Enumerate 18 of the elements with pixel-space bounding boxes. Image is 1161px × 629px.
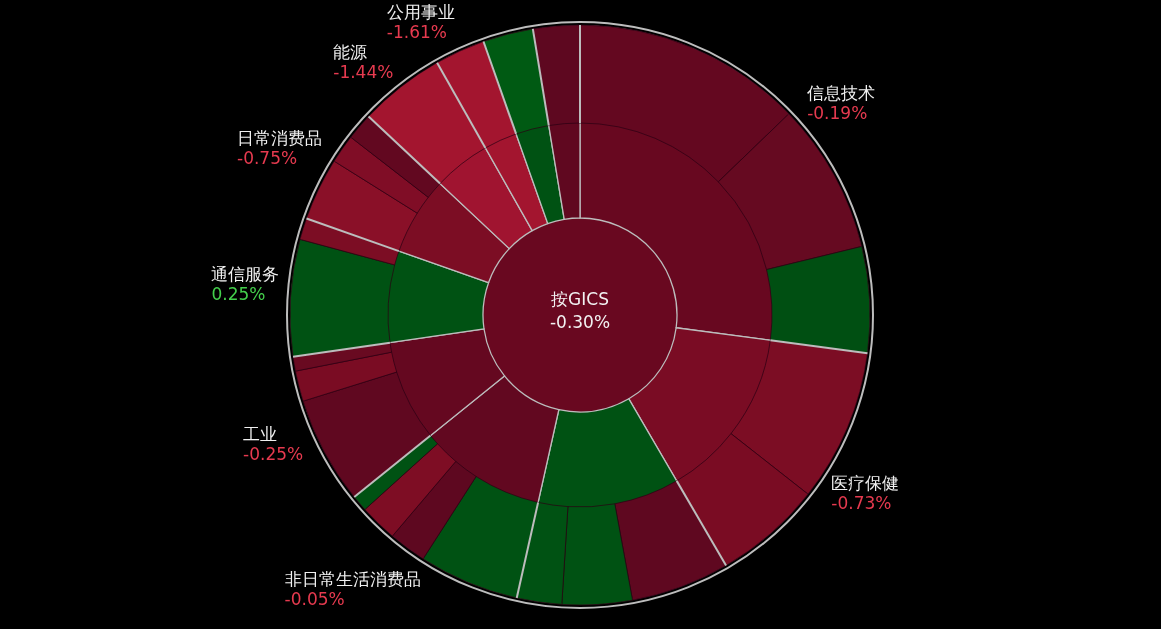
- text: -1.44%: [333, 61, 394, 82]
- text: -1.61%: [386, 21, 447, 42]
- slice-label: 工业: [243, 423, 278, 444]
- text: -0.25%: [243, 443, 304, 464]
- text: -0.73%: [831, 493, 892, 514]
- slice-label: 公用事业: [386, 1, 455, 22]
- text: 按GICS: [551, 289, 609, 309]
- slice-label: 通信服务: [211, 263, 280, 284]
- slice-label: 日常消费品: [237, 127, 322, 148]
- text: -0.05%: [284, 588, 345, 609]
- slice-label: 医疗保健: [831, 473, 900, 494]
- text: -0.19%: [807, 102, 868, 123]
- slice-label: 能源: [333, 41, 368, 62]
- text: 0.25%: [211, 283, 266, 304]
- text: -0.75%: [237, 147, 298, 168]
- text: -0.30%: [549, 312, 611, 332]
- slice-label: 信息技术: [807, 82, 876, 103]
- slice-label: 非日常生活消费品: [284, 568, 421, 589]
